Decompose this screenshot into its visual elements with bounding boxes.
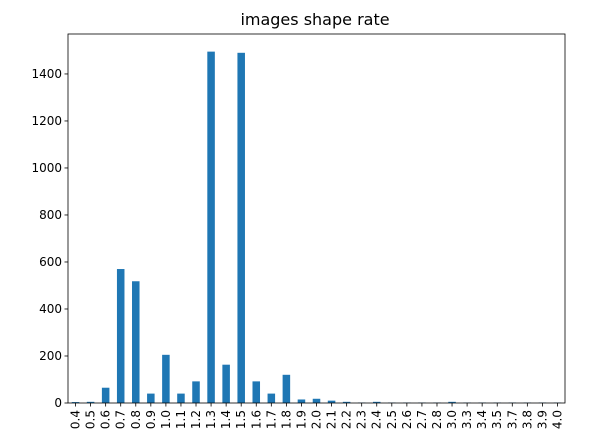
bar-0.9 (147, 394, 155, 403)
x-tick-label-1.3: 1.3 (204, 410, 218, 429)
y-tick-label-1200: 1200 (31, 114, 62, 128)
y-axis: 0 200 400 600 800 1000 1200 1400 (31, 67, 68, 410)
bars-group (72, 52, 561, 403)
bar-1.4 (222, 365, 230, 403)
x-tick-label-3.8: 3.8 (520, 410, 534, 429)
x-tick-label-1.6: 1.6 (249, 410, 263, 429)
x-tick-label-1.2: 1.2 (189, 410, 203, 429)
y-tick-label-1000: 1000 (31, 161, 62, 175)
x-tick-label-1.1: 1.1 (174, 410, 188, 429)
bar-0.7 (117, 269, 125, 403)
x-tick-label-2.3: 2.3 (355, 410, 369, 429)
x-tick-label-2.0: 2.0 (310, 410, 324, 429)
x-tick-label-3.7: 3.7 (505, 410, 519, 429)
x-tick-label-2.6: 2.6 (400, 410, 414, 429)
x-tick-label-1.5: 1.5 (234, 410, 248, 429)
bar-1.7 (268, 394, 276, 403)
y-tick-label-400: 400 (39, 302, 62, 316)
x-tick-label-2.5: 2.5 (385, 410, 399, 429)
x-tick-label-3.3: 3.3 (460, 410, 474, 429)
x-tick-label-3.5: 3.5 (490, 410, 504, 429)
x-tick-label-4.0: 4.0 (550, 410, 564, 429)
chart-title: images shape rate (240, 10, 389, 29)
bar-0.6 (102, 388, 110, 403)
y-tick-label-600: 600 (39, 255, 62, 269)
y-tick-label-800: 800 (39, 208, 62, 222)
x-tick-label-0.8: 0.8 (129, 410, 143, 429)
x-tick-label-1.4: 1.4 (219, 410, 233, 429)
x-tick-label-1.8: 1.8 (279, 410, 293, 429)
bar-1.0 (162, 355, 170, 403)
x-tick-label-2.8: 2.8 (430, 410, 444, 429)
x-tick-label-1.7: 1.7 (264, 410, 278, 429)
x-tick-label-2.2: 2.2 (340, 410, 354, 429)
bar-1.1 (177, 394, 185, 403)
bar-1.5 (237, 53, 245, 403)
x-tick-label-3.0: 3.0 (445, 410, 459, 429)
x-tick-label-0.6: 0.6 (99, 410, 113, 429)
bar-1.9 (298, 399, 306, 403)
bar-0.8 (132, 281, 140, 403)
plot-frame (68, 34, 565, 403)
x-tick-label-2.7: 2.7 (415, 410, 429, 429)
y-tick-label-200: 200 (39, 349, 62, 363)
x-tick-label-3.9: 3.9 (535, 410, 549, 429)
x-tick-label-2.1: 2.1 (325, 410, 339, 429)
bar-1.3 (207, 52, 215, 403)
bar-1.2 (192, 381, 200, 403)
x-tick-label-1.0: 1.0 (159, 410, 173, 429)
x-tick-label-0.9: 0.9 (144, 410, 158, 429)
x-tick-label-0.5: 0.5 (84, 410, 98, 429)
x-tick-label-3.4: 3.4 (475, 410, 489, 429)
y-tick-label-0: 0 (54, 396, 62, 410)
x-tick-label-0.7: 0.7 (114, 410, 128, 429)
x-tick-label-2.4: 2.4 (370, 410, 384, 429)
bar-2.0 (313, 399, 321, 403)
x-tick-label-1.9: 1.9 (294, 410, 308, 429)
x-axis: 0.4 0.5 0.6 0.7 0.8 0.9 1.0 1.1 1.2 1.3 1.4 1.5 1.6 1… (69, 403, 565, 429)
bar-1.8 (283, 375, 291, 403)
y-tick-label-1400: 1400 (31, 67, 62, 81)
bar-1.6 (252, 381, 260, 403)
x-tick-label-0.4: 0.4 (69, 410, 83, 429)
